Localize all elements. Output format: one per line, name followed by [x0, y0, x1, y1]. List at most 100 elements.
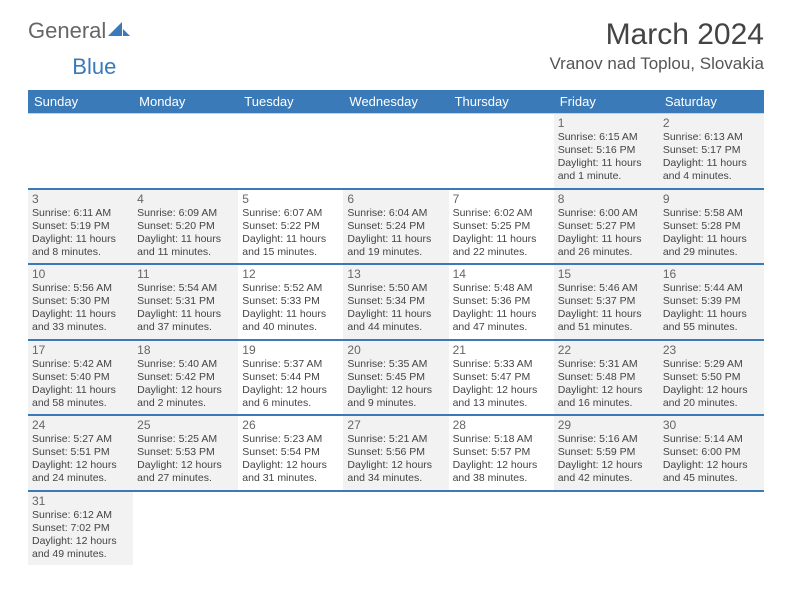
calendar-cell: 9Sunrise: 5:58 AMSunset: 5:28 PMDaylight… [659, 189, 764, 265]
day-info: Sunrise: 5:35 AMSunset: 5:45 PMDaylight:… [347, 358, 444, 411]
day-number: 1 [558, 116, 655, 130]
day-info: Sunrise: 5:54 AMSunset: 5:31 PMDaylight:… [137, 282, 234, 335]
daylight-text: Daylight: 11 hours and 1 minute. [558, 157, 655, 183]
sunrise-text: Sunrise: 5:29 AM [663, 358, 760, 371]
calendar-cell: 18Sunrise: 5:40 AMSunset: 5:42 PMDayligh… [133, 340, 238, 416]
sunrise-text: Sunrise: 5:16 AM [558, 433, 655, 446]
sunset-text: Sunset: 5:25 PM [453, 220, 550, 233]
daylight-text: Daylight: 12 hours and 24 minutes. [32, 459, 129, 485]
calendar-cell [554, 491, 659, 566]
calendar-cell: 27Sunrise: 5:21 AMSunset: 5:56 PMDayligh… [343, 415, 448, 491]
calendar-cell: 10Sunrise: 5:56 AMSunset: 5:30 PMDayligh… [28, 264, 133, 340]
day-info: Sunrise: 5:18 AMSunset: 5:57 PMDaylight:… [453, 433, 550, 486]
sunrise-text: Sunrise: 5:46 AM [558, 282, 655, 295]
logo: General [28, 18, 130, 44]
day-info: Sunrise: 6:04 AMSunset: 5:24 PMDaylight:… [347, 207, 444, 260]
day-info: Sunrise: 6:02 AMSunset: 5:25 PMDaylight:… [453, 207, 550, 260]
weekday-header: Sunday [28, 90, 133, 114]
day-info: Sunrise: 6:07 AMSunset: 5:22 PMDaylight:… [242, 207, 339, 260]
sunset-text: Sunset: 5:24 PM [347, 220, 444, 233]
calendar-cell: 29Sunrise: 5:16 AMSunset: 5:59 PMDayligh… [554, 415, 659, 491]
sunset-text: Sunset: 7:02 PM [32, 522, 129, 535]
calendar-week-row: 3Sunrise: 6:11 AMSunset: 5:19 PMDaylight… [28, 189, 764, 265]
sunrise-text: Sunrise: 5:35 AM [347, 358, 444, 371]
day-info: Sunrise: 5:37 AMSunset: 5:44 PMDaylight:… [242, 358, 339, 411]
sunrise-text: Sunrise: 5:25 AM [137, 433, 234, 446]
day-number: 13 [347, 267, 444, 281]
day-number: 30 [663, 418, 760, 432]
weekday-header: Friday [554, 90, 659, 114]
daylight-text: Daylight: 11 hours and 8 minutes. [32, 233, 129, 259]
calendar-cell: 13Sunrise: 5:50 AMSunset: 5:34 PMDayligh… [343, 264, 448, 340]
sunset-text: Sunset: 5:36 PM [453, 295, 550, 308]
sunrise-text: Sunrise: 5:33 AM [453, 358, 550, 371]
sunrise-text: Sunrise: 6:04 AM [347, 207, 444, 220]
calendar-week-row: 1Sunrise: 6:15 AMSunset: 5:16 PMDaylight… [28, 114, 764, 189]
daylight-text: Daylight: 12 hours and 31 minutes. [242, 459, 339, 485]
daylight-text: Daylight: 12 hours and 34 minutes. [347, 459, 444, 485]
sunset-text: Sunset: 6:00 PM [663, 446, 760, 459]
day-info: Sunrise: 5:56 AMSunset: 5:30 PMDaylight:… [32, 282, 129, 335]
day-number: 19 [242, 343, 339, 357]
daylight-text: Daylight: 11 hours and 26 minutes. [558, 233, 655, 259]
calendar-cell: 24Sunrise: 5:27 AMSunset: 5:51 PMDayligh… [28, 415, 133, 491]
sunrise-text: Sunrise: 5:56 AM [32, 282, 129, 295]
calendar-cell [343, 491, 448, 566]
daylight-text: Daylight: 12 hours and 42 minutes. [558, 459, 655, 485]
calendar-cell: 2Sunrise: 6:13 AMSunset: 5:17 PMDaylight… [659, 114, 764, 189]
sunrise-text: Sunrise: 5:21 AM [347, 433, 444, 446]
sunrise-text: Sunrise: 5:23 AM [242, 433, 339, 446]
calendar-table: Sunday Monday Tuesday Wednesday Thursday… [28, 90, 764, 565]
calendar-week-row: 17Sunrise: 5:42 AMSunset: 5:40 PMDayligh… [28, 340, 764, 416]
calendar-cell: 11Sunrise: 5:54 AMSunset: 5:31 PMDayligh… [133, 264, 238, 340]
daylight-text: Daylight: 11 hours and 58 minutes. [32, 384, 129, 410]
title-block: March 2024 Vranov nad Toplou, Slovakia [549, 18, 764, 74]
calendar-cell: 22Sunrise: 5:31 AMSunset: 5:48 PMDayligh… [554, 340, 659, 416]
day-number: 11 [137, 267, 234, 281]
logo-text-general: General [28, 18, 106, 44]
daylight-text: Daylight: 12 hours and 49 minutes. [32, 535, 129, 561]
day-info: Sunrise: 5:44 AMSunset: 5:39 PMDaylight:… [663, 282, 760, 335]
calendar-cell: 23Sunrise: 5:29 AMSunset: 5:50 PMDayligh… [659, 340, 764, 416]
calendar-cell [659, 491, 764, 566]
sunset-text: Sunset: 5:47 PM [453, 371, 550, 384]
day-number: 15 [558, 267, 655, 281]
sunset-text: Sunset: 5:31 PM [137, 295, 234, 308]
weekday-header: Thursday [449, 90, 554, 114]
sunset-text: Sunset: 5:56 PM [347, 446, 444, 459]
day-number: 10 [32, 267, 129, 281]
sunset-text: Sunset: 5:28 PM [663, 220, 760, 233]
calendar-cell: 5Sunrise: 6:07 AMSunset: 5:22 PMDaylight… [238, 189, 343, 265]
daylight-text: Daylight: 11 hours and 44 minutes. [347, 308, 444, 334]
sunset-text: Sunset: 5:44 PM [242, 371, 339, 384]
day-info: Sunrise: 5:58 AMSunset: 5:28 PMDaylight:… [663, 207, 760, 260]
day-info: Sunrise: 6:00 AMSunset: 5:27 PMDaylight:… [558, 207, 655, 260]
calendar-cell [343, 114, 448, 189]
day-number: 26 [242, 418, 339, 432]
location: Vranov nad Toplou, Slovakia [549, 54, 764, 74]
day-number: 3 [32, 192, 129, 206]
day-info: Sunrise: 5:46 AMSunset: 5:37 PMDaylight:… [558, 282, 655, 335]
day-info: Sunrise: 5:27 AMSunset: 5:51 PMDaylight:… [32, 433, 129, 486]
calendar-cell: 30Sunrise: 5:14 AMSunset: 6:00 PMDayligh… [659, 415, 764, 491]
day-info: Sunrise: 6:12 AMSunset: 7:02 PMDaylight:… [32, 509, 129, 562]
calendar-cell [238, 491, 343, 566]
sunset-text: Sunset: 5:42 PM [137, 371, 234, 384]
sunset-text: Sunset: 5:17 PM [663, 144, 760, 157]
daylight-text: Daylight: 11 hours and 55 minutes. [663, 308, 760, 334]
day-number: 23 [663, 343, 760, 357]
day-number: 21 [453, 343, 550, 357]
sunset-text: Sunset: 5:22 PM [242, 220, 339, 233]
weekday-header: Monday [133, 90, 238, 114]
daylight-text: Daylight: 11 hours and 37 minutes. [137, 308, 234, 334]
calendar-cell: 3Sunrise: 6:11 AMSunset: 5:19 PMDaylight… [28, 189, 133, 265]
day-info: Sunrise: 5:23 AMSunset: 5:54 PMDaylight:… [242, 433, 339, 486]
day-number: 4 [137, 192, 234, 206]
daylight-text: Daylight: 11 hours and 19 minutes. [347, 233, 444, 259]
calendar-cell [133, 114, 238, 189]
daylight-text: Daylight: 11 hours and 29 minutes. [663, 233, 760, 259]
sunrise-text: Sunrise: 5:37 AM [242, 358, 339, 371]
day-number: 31 [32, 494, 129, 508]
day-number: 5 [242, 192, 339, 206]
calendar-cell: 31Sunrise: 6:12 AMSunset: 7:02 PMDayligh… [28, 491, 133, 566]
